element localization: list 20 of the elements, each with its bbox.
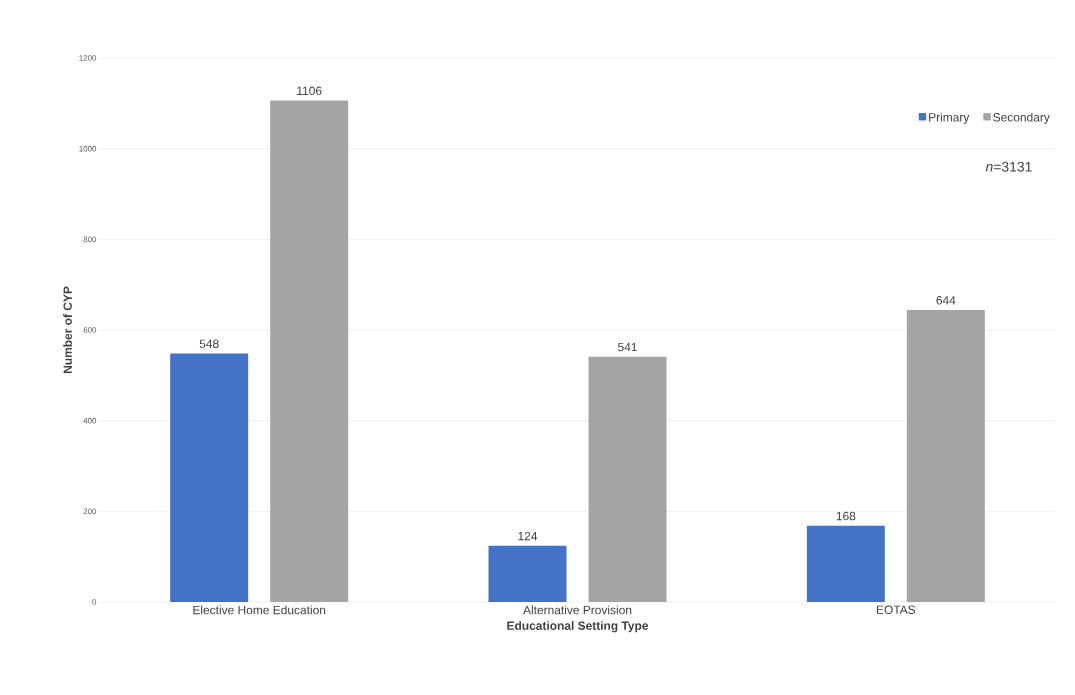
data-label: 644 — [936, 296, 956, 305]
data-label: 1106 — [297, 86, 322, 96]
x-tick-label: Alternative Provision — [523, 605, 632, 615]
bar — [588, 356, 667, 602]
bar — [170, 353, 249, 602]
bar — [906, 310, 985, 602]
y-axis-title: Number of CYP — [63, 286, 72, 374]
data-label: 168 — [836, 511, 856, 521]
bar — [806, 525, 885, 602]
data-label: 124 — [518, 531, 538, 541]
data-label: 548 — [199, 339, 219, 349]
bar — [270, 100, 349, 602]
annotation: n=3131 — [985, 161, 1032, 172]
data-label: 541 — [618, 342, 637, 352]
x-tick-label: Elective Home Education — [193, 605, 326, 615]
legend-label: Secondary — [993, 112, 1050, 124]
x-axis-title: Educational Setting Type — [507, 621, 649, 633]
x-tick-label: EOTAS — [877, 605, 916, 614]
legend-label: Primary — [929, 112, 970, 124]
bar — [488, 545, 567, 602]
